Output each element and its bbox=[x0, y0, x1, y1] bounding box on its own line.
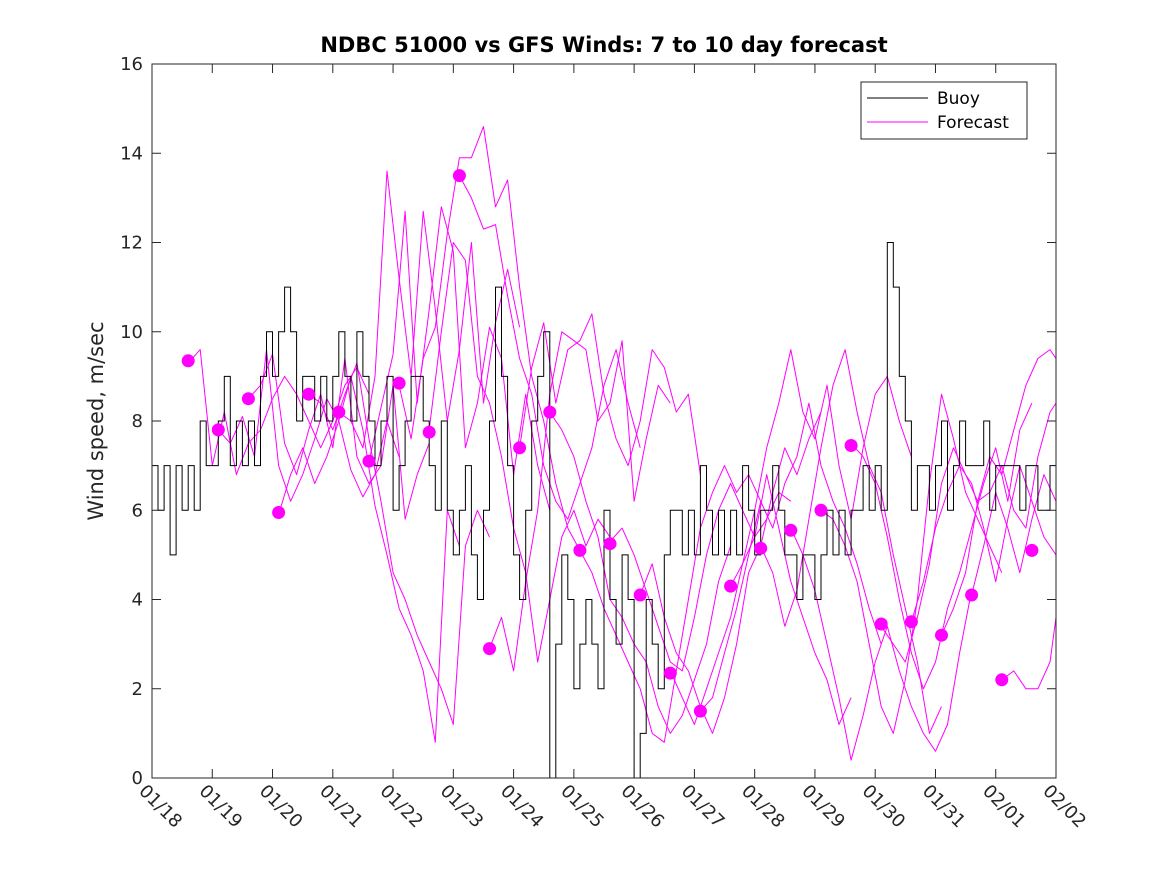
y-tick-label: 0 bbox=[132, 768, 143, 789]
forecast-line bbox=[910, 465, 1057, 622]
x-tick-label: 01/18 bbox=[134, 781, 186, 833]
y-tick-label: 12 bbox=[120, 233, 143, 254]
y-axis-label: Wind speed, m/sec bbox=[84, 321, 108, 520]
y-tick-label: 14 bbox=[120, 143, 143, 164]
forecast-marker bbox=[392, 376, 406, 390]
x-tick-label: 01/22 bbox=[376, 781, 428, 833]
forecast-marker bbox=[241, 392, 255, 406]
forecast-marker bbox=[483, 642, 496, 656]
forecast-line bbox=[489, 331, 671, 672]
legend-label-forecast: Forecast bbox=[937, 113, 1009, 133]
forecast-marker bbox=[422, 425, 436, 439]
forecast-marker bbox=[633, 588, 647, 602]
y-tick-label: 16 bbox=[120, 54, 143, 75]
x-tick-label: 01/28 bbox=[737, 781, 789, 833]
x-tick-label: 01/23 bbox=[436, 781, 488, 833]
forecast-marker bbox=[844, 439, 858, 452]
forecast-marker bbox=[874, 617, 888, 631]
y-tick-label: 10 bbox=[120, 322, 143, 343]
x-tick-label: 01/30 bbox=[858, 781, 910, 833]
y-tick-labels: 0 2 4 6 8 10 12 14 16 bbox=[120, 54, 143, 789]
forecast-marker bbox=[995, 673, 1009, 687]
y-tick-label: 4 bbox=[132, 590, 143, 611]
forecast-marker bbox=[211, 423, 225, 437]
chart-title: NDBC 51000 vs GFS Winds: 7 to 10 day for… bbox=[320, 33, 887, 57]
forecast-marker bbox=[965, 588, 979, 602]
x-tick-label: 01/19 bbox=[195, 781, 247, 833]
x-tick-label: 01/25 bbox=[556, 781, 608, 833]
forecast-line bbox=[639, 411, 822, 734]
buoy-line bbox=[152, 242, 1056, 779]
x-tick-label: 02/02 bbox=[1038, 781, 1090, 833]
forecast-line bbox=[248, 353, 430, 520]
forecast-line bbox=[760, 349, 942, 734]
x-tick-labels: 01/18 01/19 01/20 01/21 01/22 01/23 01/24 01/25… bbox=[134, 781, 1090, 833]
forecast-marker bbox=[272, 506, 286, 519]
x-tick-label: 01/24 bbox=[496, 781, 548, 833]
forecast-marker bbox=[1025, 543, 1039, 557]
forecast-marker bbox=[935, 628, 948, 642]
forecast-marker bbox=[754, 541, 768, 555]
legend-box bbox=[860, 81, 1028, 140]
forecast-marker bbox=[543, 405, 557, 419]
tick-layer bbox=[151, 63, 1057, 779]
forecast-marker bbox=[724, 579, 738, 593]
forecast-marker bbox=[573, 543, 587, 557]
y-tick-label: 6 bbox=[132, 500, 143, 521]
forecast-line bbox=[941, 349, 1057, 636]
forecast-marker bbox=[332, 405, 346, 419]
forecast-marker bbox=[302, 387, 316, 401]
forecast-line bbox=[579, 465, 762, 743]
forecast-marker bbox=[603, 537, 617, 551]
x-tick-label: 01/29 bbox=[797, 781, 849, 833]
y-tick-label: 8 bbox=[132, 411, 143, 432]
forecast-marker bbox=[513, 441, 527, 455]
forecast-marker bbox=[814, 503, 828, 517]
forecast-line bbox=[1001, 617, 1057, 690]
forecast-line bbox=[549, 411, 732, 734]
x-tick-label: 01/31 bbox=[918, 781, 970, 833]
x-tick-label: 01/20 bbox=[255, 781, 307, 833]
series-layer bbox=[152, 126, 1057, 779]
x-tick-label: 01/21 bbox=[315, 781, 367, 833]
forecast-marker bbox=[693, 704, 707, 718]
forecast-marker bbox=[784, 523, 798, 537]
y-tick-label: 2 bbox=[132, 679, 143, 700]
x-tick-label: 02/01 bbox=[978, 781, 1030, 833]
forecast-line bbox=[880, 402, 1057, 663]
forecast-line bbox=[790, 527, 973, 761]
forecast-marker bbox=[904, 615, 918, 629]
x-tick-label: 01/26 bbox=[617, 781, 669, 833]
forecast-line bbox=[971, 474, 1057, 596]
forecast-marker bbox=[362, 454, 376, 468]
forecast-marker bbox=[663, 666, 677, 680]
legend-label-buoy: Buoy bbox=[937, 89, 980, 109]
forecast-line bbox=[278, 375, 460, 743]
x-tick-label: 01/27 bbox=[677, 781, 729, 833]
forecast-marker bbox=[181, 354, 195, 368]
legend: Buoy Forecast bbox=[860, 81, 1028, 140]
forecast-line bbox=[368, 206, 551, 511]
forecast-line bbox=[428, 242, 611, 663]
forecast-marker bbox=[452, 169, 466, 183]
plot-area bbox=[151, 63, 1057, 779]
marker-layer bbox=[181, 169, 1039, 718]
forecast-line bbox=[730, 349, 912, 587]
